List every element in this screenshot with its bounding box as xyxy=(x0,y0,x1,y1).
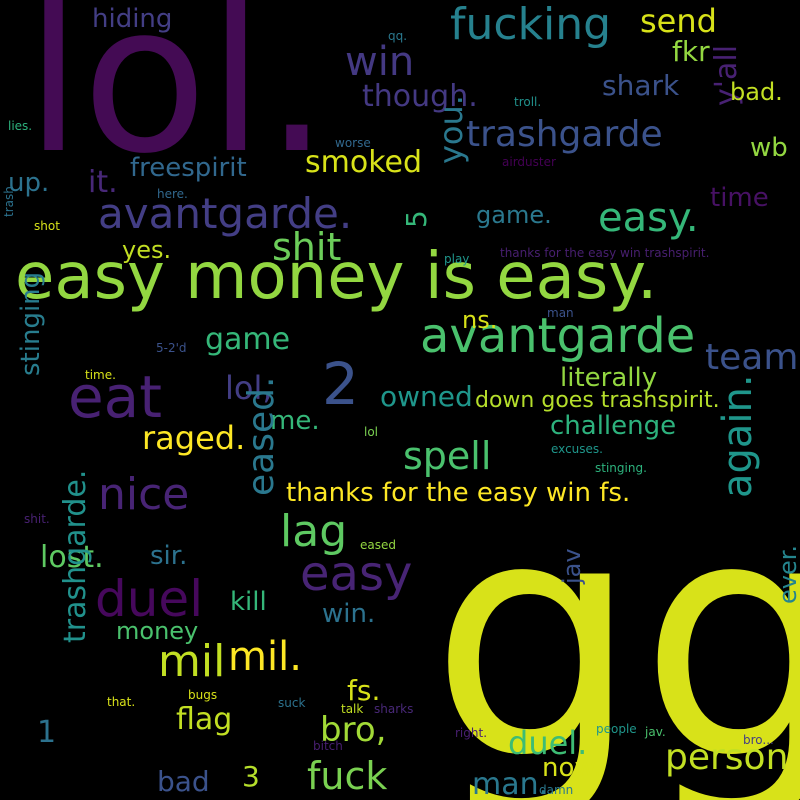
word-easy-money: easy money is easy. xyxy=(15,240,658,314)
word-excuses: excuses. xyxy=(551,442,603,456)
word-right: right. xyxy=(455,726,488,740)
word-five-two-d: 5-2'd xyxy=(156,341,187,355)
word-trash: trash xyxy=(2,186,16,217)
word-win-dot: win. xyxy=(322,599,376,629)
word-you: you. xyxy=(432,95,470,164)
word-bad-dot: bad. xyxy=(730,78,783,106)
word-trashgarde: trashgarde xyxy=(466,114,663,155)
word-send: send xyxy=(640,2,717,40)
word-stinging-dot: stinging. xyxy=(595,461,647,475)
word-lol-big: lol. xyxy=(25,0,330,199)
word-jav: jav xyxy=(558,548,586,584)
word-eased-small: eased xyxy=(360,538,396,552)
word-easy-dot: easy. xyxy=(598,195,699,241)
word-here: here. xyxy=(157,187,188,201)
word-easy: easy xyxy=(300,546,413,602)
word-fs-dot: fs. xyxy=(347,674,381,707)
word-freespirit: freespirit xyxy=(130,153,247,183)
word-that: that. xyxy=(107,695,136,709)
word-lag: lag xyxy=(280,506,348,557)
word-again: again. xyxy=(715,374,761,498)
word-avantgarde-dot: avantgarde. xyxy=(98,189,353,238)
word-damn: damn xyxy=(539,783,574,797)
word-lol-comma: lol, xyxy=(225,369,273,407)
word-troll: troll. xyxy=(514,95,542,109)
word-eased: eased. xyxy=(241,376,282,496)
word-win: win xyxy=(345,39,415,85)
word-it: it. xyxy=(88,165,118,200)
word-one: 1 xyxy=(37,715,57,750)
word-duel-dot: duel. xyxy=(508,724,588,762)
word-sharks: sharks xyxy=(374,702,414,716)
word-people: people xyxy=(596,722,637,736)
word-person: person xyxy=(665,737,789,778)
word-lies: lies. xyxy=(8,119,33,133)
word-trashgarde-dot: trashgarde. xyxy=(58,469,93,643)
word-sir: sir. xyxy=(150,541,188,571)
word-spell: spell xyxy=(403,434,492,478)
word-lost: lost. xyxy=(40,540,104,575)
word-yes: yes. xyxy=(122,236,172,264)
word-duel: duel xyxy=(95,570,204,628)
word-though: though. xyxy=(362,79,478,114)
word-ns: ns. xyxy=(462,306,498,334)
word-two: 2 xyxy=(322,350,359,418)
word-owned: owned xyxy=(380,380,473,413)
word-fuck: fuck xyxy=(307,754,388,798)
word-shot: shot xyxy=(34,219,60,233)
word-worse: worse xyxy=(335,136,371,150)
word-thanks-fs: thanks for the easy win fs. xyxy=(286,478,631,508)
word-raged: raged. xyxy=(142,419,246,457)
word-money: money xyxy=(116,617,199,645)
word-bitch: bitch xyxy=(313,739,343,753)
word-shit: shit xyxy=(272,225,342,269)
word-down-goes: down goes trashspirit. xyxy=(475,388,720,413)
word-bro-ellipsis: bro... xyxy=(743,733,774,747)
word-thanks-trashspirit: thanks for the easy win trashspirit. xyxy=(500,246,710,260)
word-shark: shark xyxy=(602,69,680,102)
word-three: 3 xyxy=(242,760,260,793)
word-game: game xyxy=(205,322,291,357)
word-airduster: airduster xyxy=(502,155,556,169)
word-flag: flag xyxy=(176,702,233,737)
word-bad: bad xyxy=(157,765,210,798)
word-up: up. xyxy=(8,168,50,198)
word-wb: wb xyxy=(750,133,788,163)
word-mil-1: mil xyxy=(158,636,226,687)
word-challenge: challenge xyxy=(550,411,677,441)
word-now: now. xyxy=(542,753,602,783)
word-nice: nice xyxy=(98,469,190,520)
word-suck: suck xyxy=(278,696,306,710)
word-gg: gg xyxy=(430,448,800,800)
word-kill: kill xyxy=(230,587,267,617)
word-talk: talk xyxy=(341,702,364,716)
word-smoked: smoked xyxy=(305,145,423,180)
word-hiding: hiding xyxy=(92,4,173,34)
word-literally: literally xyxy=(560,363,658,393)
word-fucking: fucking xyxy=(450,0,612,50)
word-stinging: stinging xyxy=(16,271,46,376)
word-man-dot: man. xyxy=(472,767,549,800)
word-team: team xyxy=(705,337,799,378)
word-play: play xyxy=(444,252,470,266)
word-qq: qq. xyxy=(388,29,408,43)
word-me: me. xyxy=(270,406,320,436)
word-time-small: time. xyxy=(85,368,116,382)
word-jav-dot: jav. xyxy=(645,725,666,739)
word-fkr: fkr xyxy=(672,35,710,68)
word-lol-small: lol xyxy=(364,425,379,439)
word-time-right: time xyxy=(710,183,769,213)
word-shit-dot: shit. xyxy=(24,512,50,526)
word-bro-comma: bro, xyxy=(320,710,387,750)
word-five: 5 xyxy=(400,210,433,228)
word-eat: eat xyxy=(68,363,162,431)
word-man: man xyxy=(547,306,574,320)
word-avantgarde: avantgarde xyxy=(420,308,696,364)
word-mil-2: mil. xyxy=(228,634,302,680)
word-bugs: bugs xyxy=(188,688,218,702)
word-game-dot: game. xyxy=(476,201,552,229)
word-ever: ever. xyxy=(774,544,800,604)
